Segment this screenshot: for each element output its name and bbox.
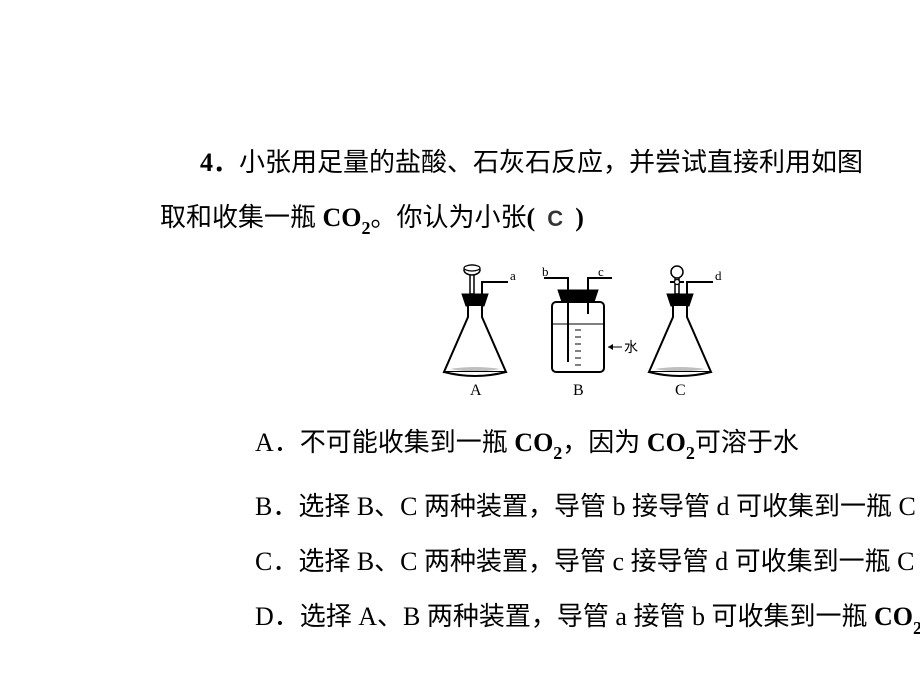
- label-c: c: [598, 264, 604, 279]
- opt-d-sub: 2: [913, 618, 920, 638]
- option-c: C．选择 B、C 两种装置，导管 c 接导管 d 可收集到一瓶 C: [255, 534, 920, 589]
- paren-open: (: [527, 203, 536, 232]
- opt-c-t1: 选择 B、C 两种装置，导管 c 接导管 d 可收集到一瓶 C: [298, 547, 914, 576]
- q-co2-sub: 2: [362, 218, 371, 238]
- opt-a-t1: 不可能收集到一瓶: [300, 428, 515, 457]
- answer-letter: C: [535, 191, 575, 246]
- label-flask-a: A: [470, 382, 482, 399]
- option-a: A．不可能收集到一瓶 CO2，因为 CO2可溶于水: [255, 415, 920, 479]
- question-line-2: 取和收集一瓶 CO2。你认为小张(C): [160, 190, 920, 254]
- opt-b-t1: 选择 B、C 两种装置，导管 b 接导管 d 可收集到一瓶 C: [298, 492, 916, 521]
- q-text-2a: 取和收集一瓶: [160, 203, 323, 232]
- opt-a-co2-1: CO: [514, 428, 553, 457]
- opt-d-co2: CO: [874, 602, 913, 631]
- paren-close: ): [575, 203, 584, 232]
- q-co2: CO: [323, 203, 362, 232]
- apparatus-diagram: a A: [430, 262, 730, 402]
- document-content: 4．小张用足量的盐酸、石灰石反应，并尝试直接利用如图 取和收集一瓶 CO2。你认…: [200, 135, 920, 654]
- label-flask-c: C: [675, 382, 686, 399]
- opt-c-label: C．: [255, 547, 298, 576]
- opt-b-label: B．: [255, 492, 298, 521]
- opt-a-sub-2: 2: [686, 443, 695, 463]
- flask-a-icon: [444, 265, 508, 376]
- bottle-b-icon: [544, 278, 622, 372]
- opt-d-t1: 选择 A、B 两种装置，导管 a 接管 b 可收集到一瓶: [300, 602, 874, 631]
- flask-c-icon: [649, 266, 713, 376]
- opt-a-t3: 可溶于水: [695, 428, 799, 457]
- label-flask-b: B: [573, 382, 584, 399]
- label-a: a: [510, 268, 516, 283]
- opt-a-sub-1: 2: [553, 443, 562, 463]
- option-b: B．选择 B、C 两种装置，导管 b 接导管 d 可收集到一瓶 C: [255, 479, 920, 534]
- label-d: d: [715, 268, 722, 283]
- opt-d-label: D．: [255, 602, 300, 631]
- question-number: 4．: [200, 148, 239, 177]
- option-d: D．选择 A、B 两种装置，导管 a 接管 b 可收集到一瓶 CO2: [255, 589, 920, 653]
- label-water: 水: [624, 340, 638, 356]
- diagram-container: a A: [200, 262, 920, 407]
- opt-a-t2: ，因为: [562, 428, 647, 457]
- question-line-1: 4．小张用足量的盐酸、石灰石反应，并尝试直接利用如图: [200, 135, 920, 190]
- opt-a-label: A．: [255, 428, 300, 457]
- q-text-2b: 。你认为小张: [371, 203, 527, 232]
- q-text-1: 小张用足量的盐酸、石灰石反应，并尝试直接利用如图: [239, 148, 863, 177]
- opt-a-co2-2: CO: [647, 428, 686, 457]
- label-b: b: [542, 264, 549, 279]
